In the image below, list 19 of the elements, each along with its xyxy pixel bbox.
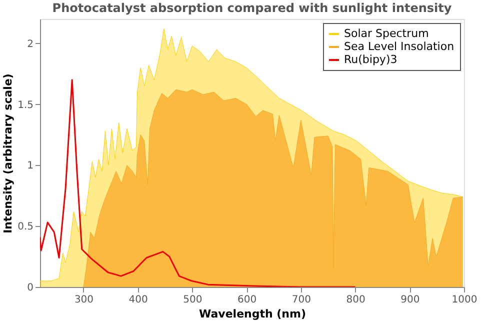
y-axis-title: Intensity (arbitrary scale)	[2, 74, 15, 234]
x-tick-label: 500	[183, 294, 202, 306]
legend-label: Sea Level Insolation	[344, 40, 454, 53]
y-tick-label: 0.5	[18, 222, 34, 233]
x-axis-title: Wavelength (nm)	[199, 308, 306, 320]
legend-label: Solar Spectrum	[344, 27, 429, 40]
y-tick-label: 1	[27, 160, 34, 172]
chart-title: Photocatalyst absorption compared with sunlight intensity	[52, 1, 452, 15]
x-tick-label: 600	[238, 294, 257, 306]
x-tick-label: 300	[74, 294, 94, 306]
x-tick-label: 400	[128, 294, 148, 306]
x-tick-label: 1000	[452, 294, 478, 306]
y-tick-label: 0	[27, 282, 34, 294]
x-tick-label: 800	[346, 294, 366, 306]
x-tick-label: 700	[292, 294, 311, 306]
x-tick-label: 900	[400, 294, 420, 306]
legend-label: Ru(bipy)3	[344, 53, 398, 66]
y-tick-label: 2	[27, 38, 34, 50]
y-tick-label: 1.5	[18, 100, 34, 111]
